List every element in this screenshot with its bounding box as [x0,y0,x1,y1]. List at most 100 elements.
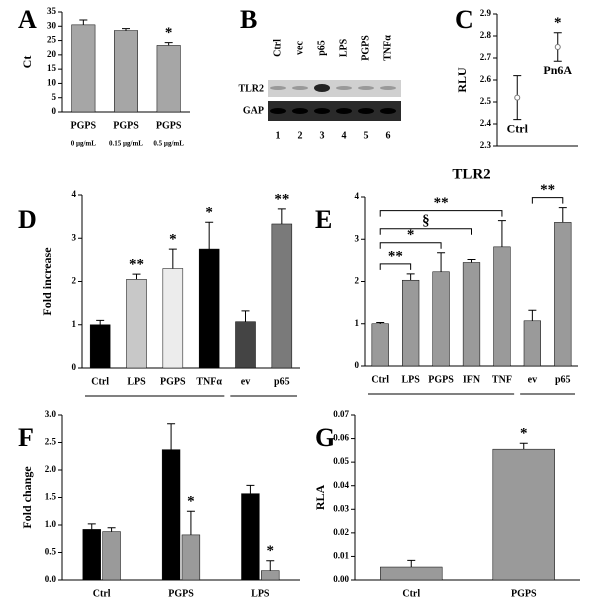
y-tick-label: 1 [72,319,77,329]
x-tick-label: LPS [127,376,146,387]
lane-number: 6 [386,130,391,141]
lane-label: TNFα [382,35,393,61]
y-tick-label: 0.01 [333,550,349,560]
y-tick-label: 0 [355,360,360,370]
significance-star: ** [274,191,289,207]
bar [261,570,280,581]
bar [181,534,201,581]
x-tick-label: LPS [401,374,420,385]
error-bar [87,523,96,530]
blot-band [270,86,286,90]
x-tick-label: PGPS [168,588,194,599]
x-tick-label: PGPS [71,120,97,131]
error-bar [246,484,255,494]
x-tick-label: Ctrl [91,376,109,387]
lane-label: LPS [338,38,349,57]
error-bar [407,559,416,568]
bar [462,262,481,367]
panel-letter: B [240,5,257,34]
significance-star: * [169,232,177,248]
lane-number: 2 [298,130,303,141]
x-tick-label: PGPS [113,120,139,131]
bar [432,271,450,367]
y-tick-label: 2.7 [480,52,492,62]
bar [161,449,181,581]
bracket [531,197,564,204]
y-tick-label: 30 [47,20,57,30]
bar [523,320,541,367]
blot-band [336,108,352,114]
bracket [379,228,472,235]
error-bar [96,319,105,325]
blot-band [270,108,286,114]
y-axis-label: RLA [313,485,327,511]
y-tick-label: 0 [72,362,77,372]
y-tick-label: 25 [47,35,57,45]
bar [89,324,111,369]
x-sublabel: 0.5 µg/mL [153,140,184,148]
x-tick-label: p65 [555,374,571,385]
y-tick-label: 35 [47,6,57,16]
significance-star: * [165,25,173,41]
point-label: Ctrl [507,121,529,135]
x-tick-label: PGPS [160,376,186,387]
error-bar [437,252,446,272]
bracket-label: * [407,227,415,243]
bar [71,24,96,113]
blot-panel: B [240,5,401,121]
y-tick-label: 0 [52,106,57,116]
y-tick-label: 0.05 [333,456,349,466]
bracket-label: ** [434,195,449,211]
blot-band [358,108,374,114]
y-tick-label: 2 [72,276,77,286]
blot-band [358,86,374,90]
y-tick-label: 2.0 [45,464,57,474]
blot-band [314,108,330,114]
error-bar [132,273,141,280]
x-tick-label: LPS [251,588,270,599]
y-tick-label: 1 [355,318,360,328]
y-tick-label: 0.00 [333,574,349,584]
significance-star: * [520,426,528,442]
bar [162,268,184,369]
bracket [379,210,503,217]
bar [380,566,443,581]
panel-letter: F [18,423,34,452]
bar [102,531,121,581]
error-bar [241,310,250,322]
point-label: Pn6A [543,63,572,77]
y-tick-label: 10 [47,77,57,87]
x-tick-label: ev [241,376,250,387]
bar [241,493,260,581]
y-tick-label: 0.5 [45,547,57,557]
bar [82,529,101,581]
error-bar [277,208,286,224]
significance-star: * [267,543,275,559]
bar [402,279,420,367]
x-tick-label: p65 [274,376,290,387]
x-tick-label: ev [528,374,537,385]
significance-star: * [205,205,213,221]
lane-number: 1 [276,130,281,141]
chart-title: TLR2 [452,166,490,182]
y-tick-label: 2.4 [480,118,492,128]
y-tick-label: 2.3 [480,140,492,150]
error-bar [79,19,88,25]
blot-band [380,86,396,90]
error-bar [497,220,506,247]
y-tick-label: 2.6 [480,74,492,84]
lane-label: vec [294,41,305,55]
error-bar [107,527,116,532]
bar [198,248,220,369]
error-bar [519,442,528,450]
error-bar [406,273,415,281]
x-tick-label: Ctrl [93,588,111,599]
error-bar [528,309,537,321]
y-tick-label: 5 [52,92,57,102]
y-axis-label: Fold increase [40,247,54,316]
lane-label: PGPS [360,35,371,61]
blot-strip [268,101,401,121]
blot-strip [268,80,401,97]
y-tick-label: 4 [355,191,360,201]
y-tick-label: 15 [47,63,57,73]
